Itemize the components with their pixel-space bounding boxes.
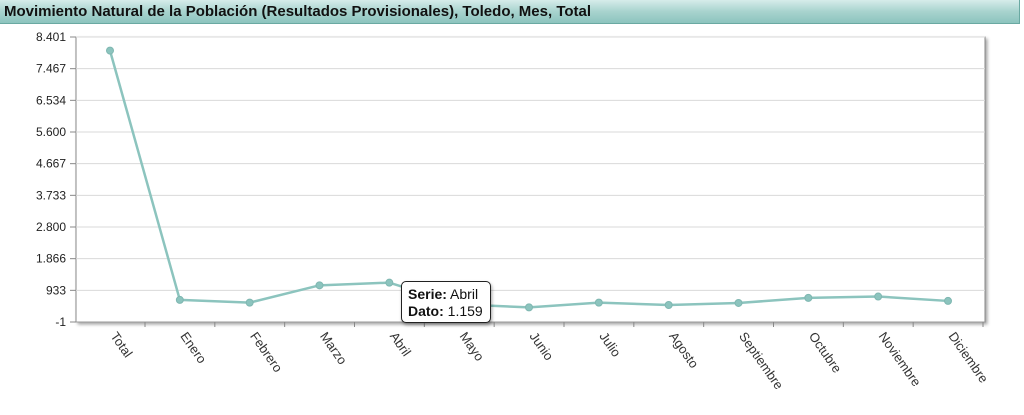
x-axis-ticks: Total Enero Febrero Marzo Abril Mayo Junio Juli… [108, 322, 992, 392]
y-tick-label: 7.467 [36, 62, 66, 76]
data-point[interactable] [245, 298, 254, 307]
x-category-label: Mayo [457, 329, 488, 364]
x-category-label: Febrero [247, 329, 285, 375]
x-category-label: Noviembre [876, 329, 924, 389]
data-point[interactable] [874, 292, 883, 301]
tooltip-serie-value: Abril [450, 286, 479, 302]
data-point[interactable] [525, 303, 533, 312]
data-tooltip: Serie: Abril Dato: 1.159 [401, 281, 491, 323]
x-category-label: Diciembre [946, 329, 992, 386]
data-point[interactable] [944, 296, 952, 305]
data-point[interactable] [594, 298, 603, 307]
x-category-label: Abril [387, 329, 414, 359]
y-axis-ticks: 8.401 7.467 6.534 5.600 4.667 3.733 2.800 1.866… [36, 30, 76, 329]
data-point[interactable] [175, 295, 184, 304]
y-tick-label: 5.600 [36, 125, 66, 139]
y-tick-label: 933 [46, 283, 66, 297]
data-point[interactable] [315, 281, 324, 290]
y-tick-label: 3.733 [36, 188, 66, 202]
x-category-label: Agosto [666, 329, 702, 371]
chart-title: Movimiento Natural de la Población (Resu… [4, 3, 592, 20]
y-tick-label: 8.401 [36, 30, 66, 44]
x-category-label: Octubre [806, 329, 845, 375]
data-point[interactable] [385, 278, 394, 287]
y-tick-label: 2.800 [36, 220, 66, 234]
x-category-label: Septiembre [736, 329, 786, 392]
data-point[interactable] [106, 46, 114, 55]
data-point[interactable] [664, 301, 673, 310]
tooltip-serie-label: Serie: [408, 286, 447, 302]
y-tick-label: 4.667 [36, 157, 66, 171]
data-point[interactable] [734, 298, 743, 307]
plot-area [75, 36, 986, 323]
x-category-label: Julio [596, 329, 624, 360]
x-category-label: Total [108, 329, 136, 360]
x-category-label: Junio [527, 329, 557, 363]
tooltip-dato-value: 1.159 [447, 303, 483, 319]
y-tick-label: -1 [55, 315, 66, 329]
data-point[interactable] [804, 293, 813, 302]
x-category-label: Enero [177, 329, 209, 366]
chart-header: Movimiento Natural de la Población (Resu… [0, 0, 1020, 24]
tooltip-dato-label: Dato: [408, 303, 444, 319]
x-category-label: Marzo [317, 329, 350, 367]
grid-lines [76, 36, 985, 323]
y-tick-label: 1.866 [36, 252, 66, 266]
y-tick-label: 6.534 [36, 93, 66, 107]
line-chart: 8.401 7.467 6.534 5.600 4.667 3.733 2.800 1.866… [36, 30, 992, 392]
